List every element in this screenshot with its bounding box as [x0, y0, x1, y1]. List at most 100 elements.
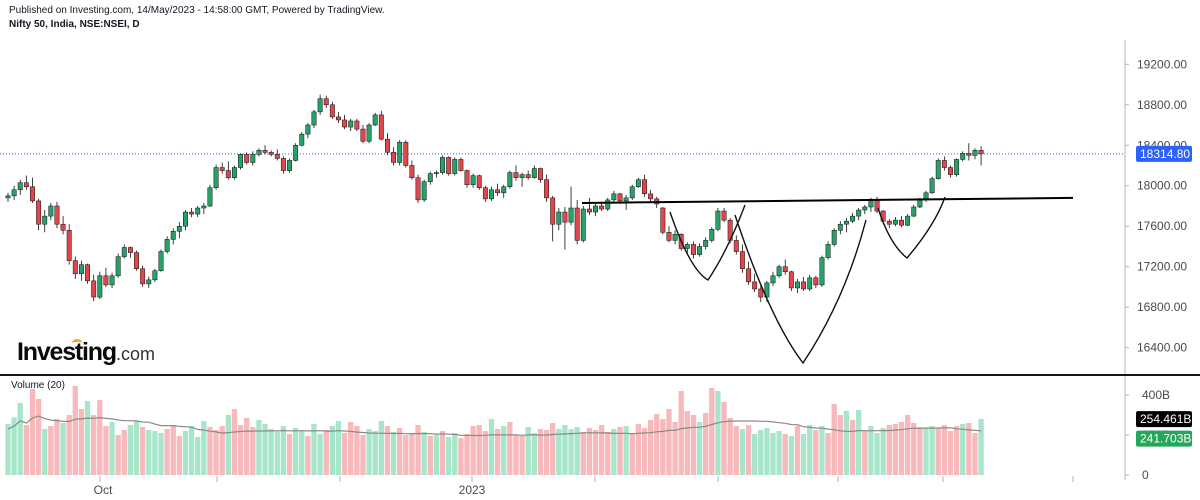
candle-body [648, 193, 654, 200]
volume-bar [97, 400, 103, 475]
candle-body [531, 168, 537, 178]
volume-bar [237, 425, 244, 475]
candle-body [97, 275, 103, 298]
volume-bar [880, 428, 886, 475]
candle-body [666, 232, 672, 241]
volume-bar [91, 415, 97, 475]
volume-bar [911, 423, 917, 475]
price-tick-label: 16800.00 [1137, 300, 1187, 314]
candle-body [250, 154, 256, 163]
volume-bar [898, 422, 905, 475]
candle-body [164, 239, 170, 252]
volume-bars [5, 386, 984, 475]
candle-body [60, 223, 66, 231]
candle-body [948, 167, 953, 175]
candle-body [978, 150, 984, 155]
candle-body [482, 187, 488, 200]
candle-body [599, 205, 605, 210]
volume-bar [274, 432, 280, 475]
volume-bar [476, 425, 482, 475]
volume-indicator-label: Volume (20) [11, 380, 65, 391]
volume-bar [54, 419, 60, 475]
volume-bar [482, 431, 489, 475]
volume-bar [531, 433, 537, 475]
price-tick-label: 17600.00 [1137, 219, 1187, 233]
candle-body [782, 266, 788, 273]
volume-bar [348, 422, 354, 475]
volume-bar [751, 434, 758, 475]
candle-body [36, 200, 42, 225]
volume-bar [684, 411, 690, 475]
volume-bar [917, 427, 923, 475]
candle-body [935, 160, 941, 179]
candle-body [709, 229, 715, 241]
volume-bar [721, 402, 727, 475]
volume-bar [433, 435, 440, 475]
candle-body [770, 275, 776, 284]
candle-body [660, 207, 666, 233]
volume-bar [745, 425, 752, 475]
candle-body [795, 281, 800, 289]
candle-body [158, 251, 164, 272]
time-axis: Oct 2023 [94, 476, 1074, 497]
volume-bar [176, 436, 183, 475]
candle-body [78, 264, 84, 275]
candle-body [311, 111, 317, 126]
candle-body [672, 234, 678, 241]
candle-body [519, 174, 525, 178]
volume-bar [831, 404, 837, 475]
volume-bar [286, 434, 293, 475]
volume-bar [403, 435, 409, 475]
volume-bar [972, 433, 978, 475]
candle-body [562, 211, 568, 223]
volume-bar [182, 431, 189, 475]
volume-bar [629, 433, 635, 475]
candle-body [378, 114, 384, 140]
volume-bar [868, 426, 874, 475]
candle-body [715, 210, 721, 230]
candle-body [244, 154, 250, 163]
volume-bar [837, 415, 843, 475]
volume-bar [623, 426, 629, 475]
volume-bar [139, 427, 146, 475]
volume-bar [121, 430, 127, 475]
volume-bar [605, 432, 611, 475]
volume-bar [5, 424, 11, 475]
candle-body [91, 280, 97, 298]
volume-bar [598, 425, 605, 475]
candle-body [23, 182, 29, 188]
volume-bar [372, 431, 378, 475]
candle-body [146, 279, 152, 285]
volume-bar [84, 401, 91, 475]
volume-bar [507, 422, 513, 475]
candle-body [819, 257, 825, 286]
volume-bar [268, 429, 274, 475]
volume-bar [788, 436, 795, 475]
volume-bar [213, 430, 219, 475]
volume-bar [592, 430, 599, 475]
candle-body [85, 264, 91, 282]
volume-bar [782, 434, 788, 475]
volume-bar [158, 433, 164, 475]
volume-bar [776, 431, 782, 475]
published-note: Published on Investing.com, 14/May/2023 … [9, 5, 385, 16]
candle-body [195, 207, 201, 215]
candle-body [317, 98, 323, 113]
candle-body [66, 230, 72, 261]
left-shoulder-curve [669, 204, 746, 281]
volume-bar [488, 419, 495, 475]
price-tick-label: 17200.00 [1137, 260, 1187, 274]
candle-body [862, 206, 868, 211]
logo-arc-icon [72, 339, 82, 347]
volume-bar [892, 424, 899, 475]
volume-bar [556, 429, 562, 475]
volume-bar [366, 429, 372, 475]
head-curve [734, 214, 867, 365]
volume-tick-label: 0 [1142, 468, 1149, 482]
candle-body [837, 223, 843, 231]
candle-body [121, 247, 127, 257]
candle-body [843, 220, 849, 225]
volume-bar [813, 430, 819, 475]
volume-bar [647, 420, 654, 475]
